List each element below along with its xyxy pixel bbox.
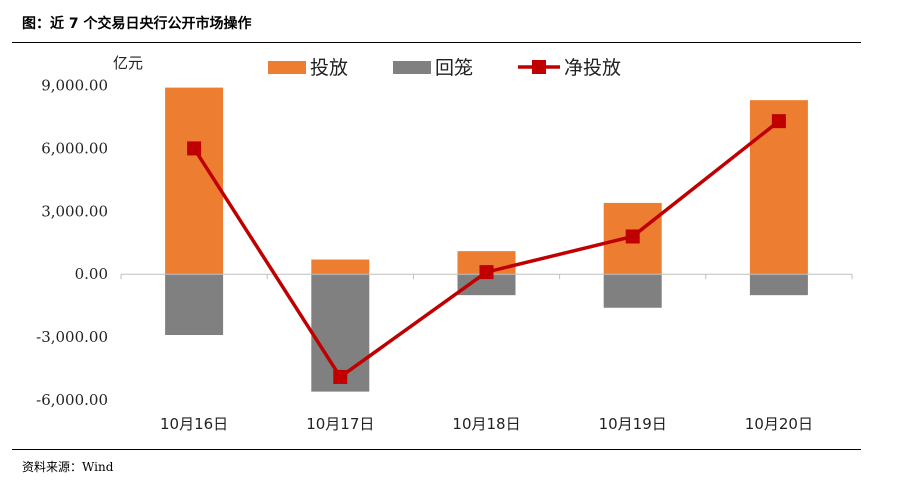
legend-label: 投放 <box>310 57 348 79</box>
legend-marker <box>532 60 546 74</box>
y-tick-label: 3,000.00 <box>41 202 108 220</box>
y-tick-label: 9,000.00 <box>41 77 108 95</box>
legend-swatch <box>393 61 431 74</box>
legend-label: 回笼 <box>435 57 473 79</box>
bar-tou-fang <box>749 100 808 275</box>
y-tick-label: -6,000.00 <box>36 391 108 409</box>
x-tick-label: 10月17日 <box>306 415 374 433</box>
x-tick-label: 10月18日 <box>452 415 520 433</box>
legend-swatch <box>268 61 306 74</box>
top-rule <box>12 42 861 43</box>
bar-hui-long <box>749 274 808 296</box>
source-note: 资料来源：Wind <box>22 460 114 474</box>
x-tick-label: 10月16日 <box>160 415 228 433</box>
bar-hui-long <box>165 274 224 336</box>
x-tick-label: 10月20日 <box>745 415 813 433</box>
bar-hui-long <box>603 274 662 308</box>
y-tick-label: 0.00 <box>75 265 108 283</box>
net-marker <box>479 265 494 280</box>
net-marker <box>771 114 786 129</box>
y-unit-label: 亿元 <box>113 54 143 72</box>
bar-hui-long <box>457 274 516 296</box>
y-tick-label: -3,000.00 <box>36 328 108 346</box>
legend-label: 净投放 <box>564 57 621 79</box>
chart-title: 图：近 7 个交易日央行公开市场操作 <box>22 16 252 32</box>
net-marker <box>333 369 348 384</box>
net-line <box>192 119 780 379</box>
net-marker <box>625 229 640 244</box>
net-marker <box>187 141 202 156</box>
x-tick-label: 10月19日 <box>599 415 667 433</box>
bar-tou-fang <box>311 259 370 275</box>
bottom-rule <box>12 449 861 450</box>
y-tick-label: 6,000.00 <box>41 139 108 157</box>
